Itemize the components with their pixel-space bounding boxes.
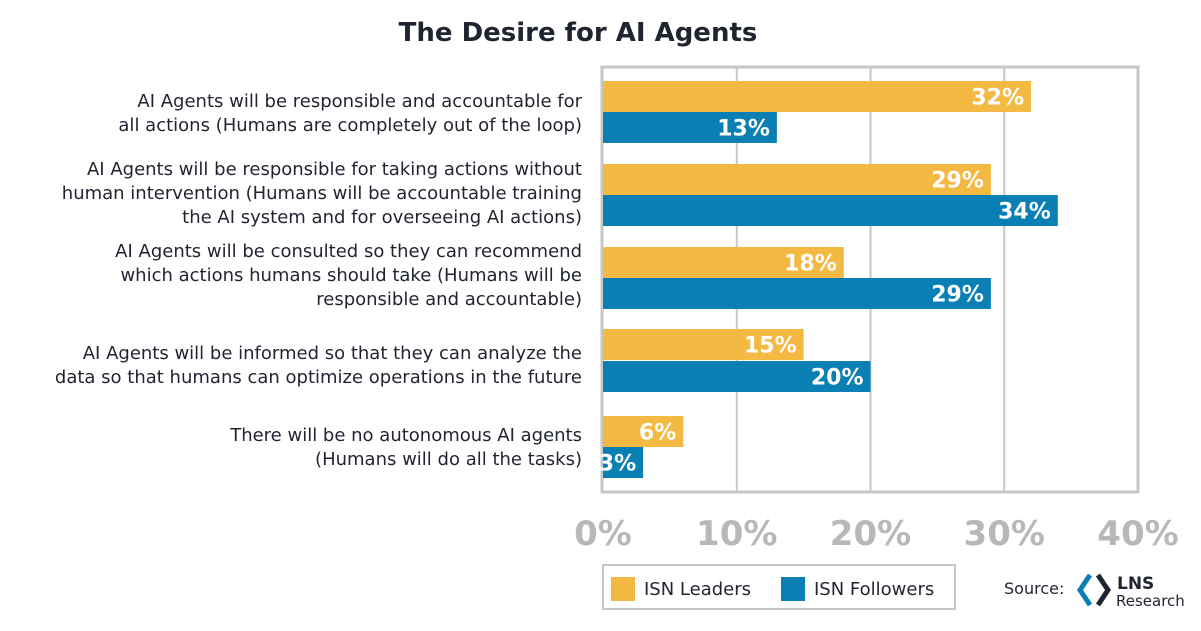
source-label: Source: bbox=[1004, 579, 1064, 598]
category-label: There will be no autonomous AI agents (Hu… bbox=[229, 425, 582, 470]
x-tick-label: 20% bbox=[830, 514, 911, 554]
bars bbox=[603, 81, 1058, 478]
data-label: 18% bbox=[784, 252, 837, 277]
data-label: 6% bbox=[639, 421, 676, 446]
data-label: 29% bbox=[931, 283, 984, 308]
bar-isn-followers bbox=[603, 112, 777, 143]
legend-label-isn-leaders: ISN Leaders bbox=[644, 579, 751, 600]
data-label: 34% bbox=[998, 200, 1051, 225]
data-label: 29% bbox=[931, 169, 984, 194]
legend-box bbox=[602, 564, 956, 610]
legend: ISN Leaders ISN Followers bbox=[602, 564, 956, 610]
bar-isn-leaders bbox=[603, 164, 991, 195]
chart-title: The Desire for AI Agents bbox=[399, 18, 758, 48]
x-tick-labels: 0% 10% 20% 30% 40% bbox=[574, 514, 1179, 554]
lns-logo-icon bbox=[1076, 573, 1112, 607]
logo-subtitle: Research bbox=[1116, 592, 1185, 610]
bar-isn-leaders bbox=[603, 416, 684, 447]
bar-isn-followers bbox=[603, 195, 1058, 226]
data-label: 32% bbox=[971, 86, 1024, 111]
legend-swatch-isn-leaders bbox=[611, 577, 635, 601]
category-label: AI Agents will be responsible and accoun… bbox=[118, 91, 582, 136]
bar-isn-followers bbox=[603, 278, 991, 309]
legend-label-isn-followers: ISN Followers bbox=[814, 579, 934, 600]
source: Source: LNS Research bbox=[1004, 573, 1185, 610]
bar-isn-leaders bbox=[603, 329, 804, 360]
x-tick-label: 0% bbox=[574, 514, 632, 554]
bar-isn-followers bbox=[603, 361, 871, 392]
data-label: 20% bbox=[811, 366, 864, 391]
category-label: AI Agents will be consulted so they can … bbox=[115, 241, 582, 310]
x-tick-label: 30% bbox=[964, 514, 1045, 554]
category-labels: AI Agents will be responsible and accoun… bbox=[55, 91, 583, 470]
logo-wordmark: LNS bbox=[1117, 574, 1154, 594]
bar-labels: 32% 29% 18% 15% 6% 13% 34% 29% 20% 3% bbox=[599, 86, 1051, 477]
bar-isn-followers bbox=[603, 447, 644, 478]
x-tick-label: 10% bbox=[696, 514, 777, 554]
x-tick-label: 40% bbox=[1097, 514, 1178, 554]
category-label: AI Agents will be informed so that they … bbox=[55, 343, 582, 388]
data-label: 3% bbox=[599, 452, 636, 477]
category-label: AI Agents will be responsible for taking… bbox=[62, 159, 582, 228]
data-label: 15% bbox=[744, 334, 797, 359]
bar-isn-leaders bbox=[603, 247, 844, 278]
legend-swatch-isn-followers bbox=[781, 577, 805, 601]
bar-isn-leaders bbox=[603, 81, 1031, 112]
data-label: 13% bbox=[717, 117, 770, 142]
